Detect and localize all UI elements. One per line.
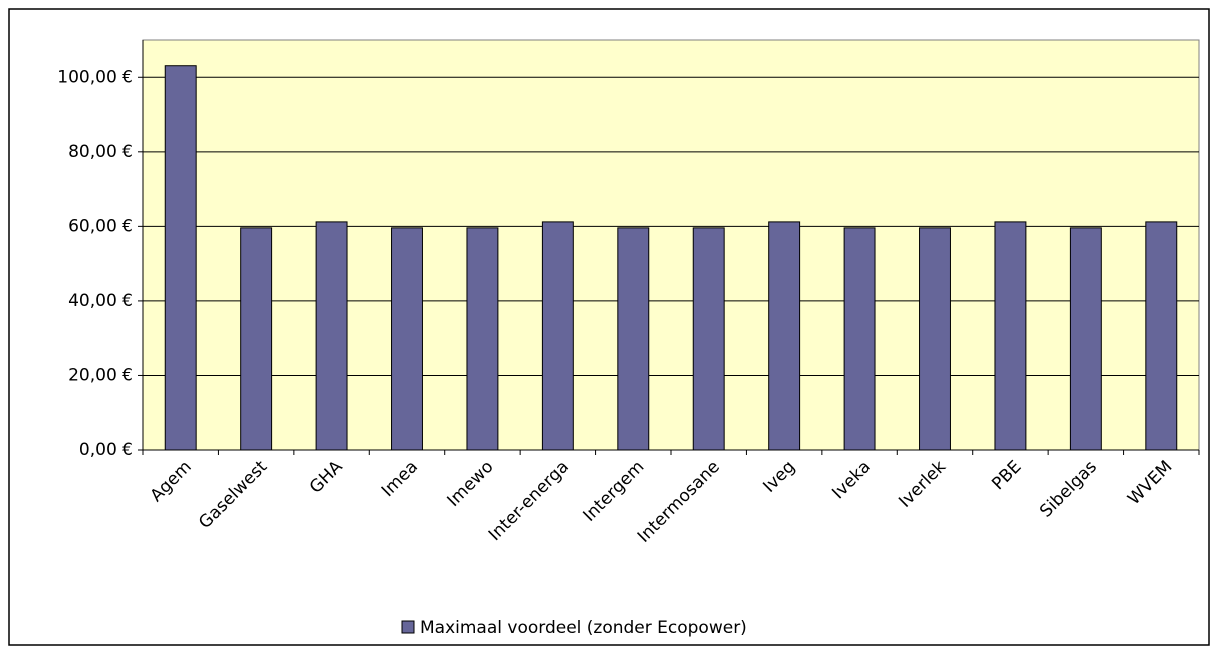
bar xyxy=(466,227,499,451)
y-tick-label: 100,00 € xyxy=(57,67,133,87)
bar xyxy=(843,227,876,451)
y-tick-label: 20,00 € xyxy=(68,365,133,385)
bar xyxy=(1145,221,1178,451)
bar xyxy=(692,227,725,451)
bar xyxy=(768,221,801,451)
bar xyxy=(617,227,650,451)
bar xyxy=(1069,227,1102,451)
y-tick-label: 40,00 € xyxy=(68,291,133,311)
y-tick-label: 0,00 € xyxy=(79,440,133,460)
bar xyxy=(391,227,423,451)
y-tick-label: 60,00 € xyxy=(68,216,133,236)
bar xyxy=(919,227,951,451)
plot-area xyxy=(142,39,1200,451)
legend-swatch xyxy=(401,620,415,634)
bar xyxy=(315,221,348,451)
bar xyxy=(164,65,197,451)
bar xyxy=(994,221,1027,451)
legend-label: Maximaal voordeel (zonder Ecopower) xyxy=(420,618,747,638)
bar xyxy=(240,227,273,451)
bar xyxy=(541,221,574,451)
y-tick-label: 80,00 € xyxy=(68,142,133,162)
